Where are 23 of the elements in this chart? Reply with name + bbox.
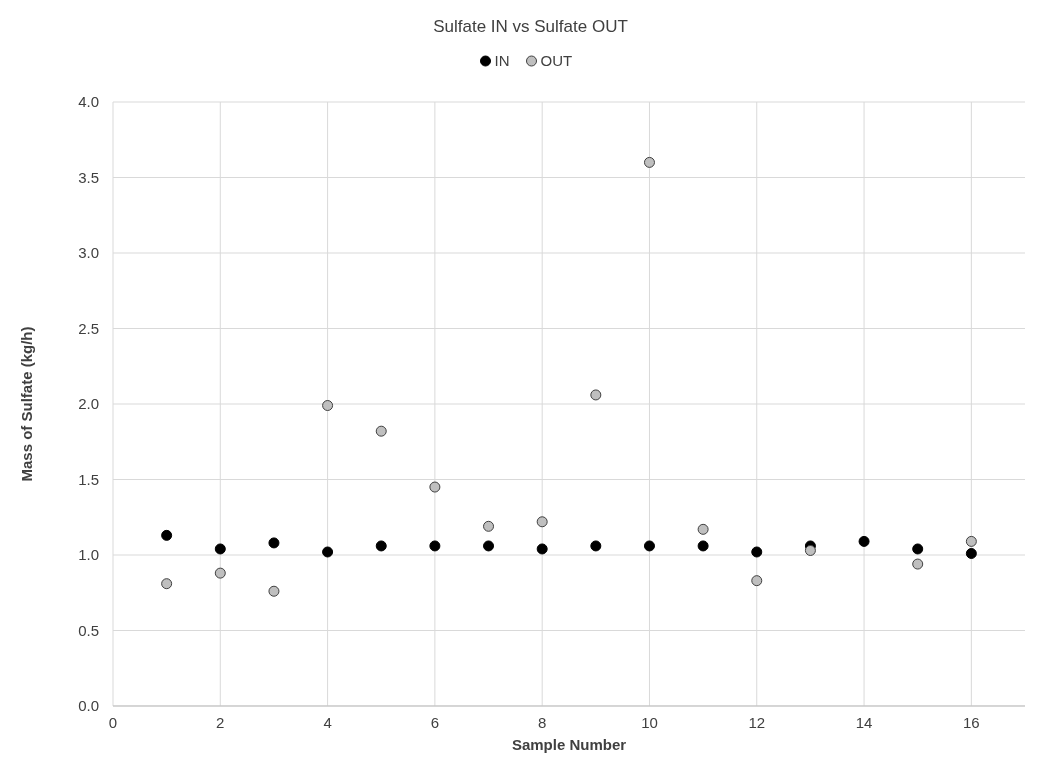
x-tick-label: 4 — [323, 714, 332, 731]
x-tick-label: 6 — [430, 714, 440, 731]
legend-label: OUT — [540, 52, 573, 69]
x-tick-label: 16 — [963, 714, 980, 731]
x-tick-label: 10 — [641, 714, 658, 731]
y-tick-label: 1.0 — [78, 546, 99, 563]
y-tick-label: 3.5 — [78, 168, 99, 186]
y-tick-label: 4.0 — [78, 93, 99, 110]
y-tick-label: 2.5 — [78, 319, 99, 337]
x-tick-label: 0 — [108, 714, 118, 731]
x-axis-title: Sample Number — [511, 736, 627, 753]
x-tick-label: 8 — [538, 714, 547, 731]
legend-label: IN — [494, 52, 510, 69]
x-tick-label: 14 — [855, 714, 873, 731]
y-tick-label: 0.5 — [78, 621, 99, 639]
y-axis-title: Mass of Sulfate (kg/h) — [18, 326, 35, 482]
y-tick-label: 3.0 — [78, 244, 99, 261]
chart-title: Sulfate IN vs Sulfate OUT — [433, 17, 628, 36]
y-tick-label: 1.5 — [78, 470, 99, 488]
y-tick-label: 0.0 — [78, 697, 99, 714]
x-tick-label: 12 — [748, 714, 766, 731]
y-tick-label: 2.0 — [78, 395, 99, 412]
x-tick-label: 2 — [216, 714, 225, 731]
